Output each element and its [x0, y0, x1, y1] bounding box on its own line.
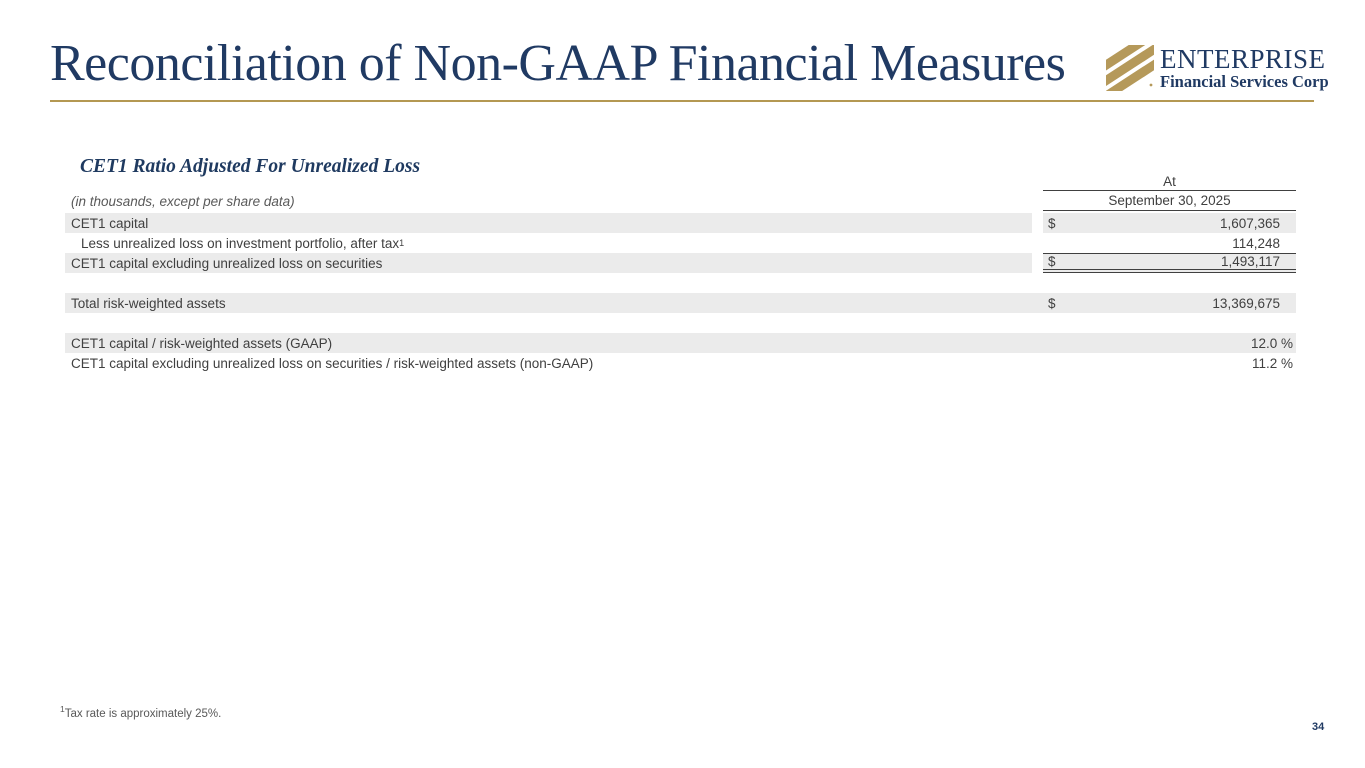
dollar-sign: $	[1048, 215, 1056, 231]
row-label: CET1 capital excluding unrealized loss o…	[65, 253, 1032, 273]
dollar-sign: $	[1048, 254, 1056, 269]
row-value: 12.0 %	[1250, 335, 1293, 351]
logo-company-name: ENTERPRISE	[1160, 44, 1326, 74]
row-value: 1,607,365	[1219, 215, 1280, 231]
row-label: CET1 capital	[65, 213, 1032, 233]
page-number: 34	[1312, 721, 1325, 733]
row-value-cell: 114,248	[1043, 233, 1296, 253]
column-gap	[1032, 233, 1043, 253]
footnote-superscript: 1	[60, 704, 65, 714]
units-note: (in thousands, except per share data)	[71, 193, 295, 209]
company-logo: ENTERPRISE Financial Services Corp	[1106, 45, 1329, 91]
table-row-nongaap-ratio: CET1 capital excluding unrealized loss o…	[65, 353, 1296, 373]
row-label: CET1 capital excluding unrealized loss o…	[71, 355, 594, 371]
column-gap	[1032, 293, 1043, 313]
row-value: 114,248	[1232, 235, 1280, 251]
column-gap	[1032, 253, 1043, 273]
header-spacer	[65, 174, 1043, 191]
column-header-date: September 30, 2025	[1043, 191, 1296, 211]
footnote-text: Tax rate is approximately 25%.	[64, 707, 222, 720]
row-value: 11.2 %	[1251, 355, 1293, 371]
column-gap	[1032, 213, 1043, 233]
table-row-cet1-excluding: CET1 capital excluding unrealized loss o…	[65, 253, 1296, 273]
row-value: 1,493,117	[1220, 254, 1280, 269]
row-full-cell: CET1 capital / risk-weighted assets (GAA…	[65, 333, 1296, 353]
section-heading: CET1 Ratio Adjusted For Unrealized Loss	[80, 156, 421, 177]
table-row-cet1-capital: CET1 capital $ 1,607,365	[65, 213, 1296, 233]
logo-company-subtitle: Financial Services Corp	[1160, 72, 1329, 91]
row-label: Less unrealized loss on investment portf…	[81, 235, 405, 251]
table-row-gaap-ratio: CET1 capital / risk-weighted assets (GAA…	[65, 333, 1296, 353]
row-value-cell: $ 13,369,675	[1043, 293, 1296, 313]
row-value-cell: $ 1,607,365	[1043, 213, 1296, 233]
table-row-total-rwa: Total risk-weighted assets $ 13,369,675	[65, 293, 1296, 313]
table-header-row-at: At	[65, 174, 1296, 191]
enterprise-stripes-icon	[1106, 45, 1154, 91]
logo-text: ENTERPRISE Financial Services Corp	[1160, 46, 1329, 91]
table-spacer-row	[65, 313, 1296, 333]
row-value: 13,369,675	[1212, 295, 1280, 311]
table-row-less-unrealized-loss: Less unrealized loss on investment portf…	[65, 233, 1296, 253]
footnote: 1Tax rate is approximately 25%.	[60, 704, 221, 720]
row-label: CET1 capital / risk-weighted assets (GAA…	[71, 335, 333, 351]
table-header-row-date: (in thousands, except per share data) Se…	[65, 191, 1296, 211]
page-title: Reconciliation of Non-GAAP Financial Mea…	[50, 35, 1066, 92]
title-underline-rule	[50, 100, 1314, 102]
column-header-at: At	[1043, 174, 1296, 191]
dollar-sign: $	[1048, 295, 1056, 311]
reconciliation-table: At (in thousands, except per share data)…	[65, 174, 1296, 373]
row-value-cell: $ 1,493,117	[1043, 253, 1296, 273]
table-spacer-row	[65, 273, 1296, 293]
row-full-cell: CET1 capital excluding unrealized loss o…	[65, 353, 1296, 373]
row-label: Total risk-weighted assets	[65, 293, 1032, 313]
table-body: CET1 capital $ 1,607,365 Less unrealized…	[65, 213, 1296, 373]
